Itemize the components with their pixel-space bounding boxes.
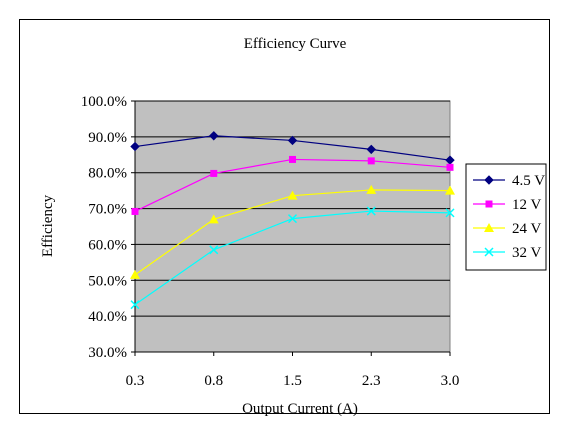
- data-point: [287, 135, 298, 146]
- y-tick-labels: 30.0% 40.0% 50.0% 60.0% 70.0% 80.0% 90.0% 100.0…: [81, 94, 127, 361]
- y-tick-label: 80.0%: [88, 166, 127, 182]
- data-point: [366, 184, 377, 194]
- x-axis-label: Output Current (A): [242, 401, 358, 417]
- y-tick-label: 90.0%: [88, 130, 127, 146]
- series-2: [130, 184, 455, 279]
- x-tick-label: 3.0: [441, 373, 460, 389]
- data-point: [210, 169, 218, 177]
- legend-marker: [484, 247, 494, 257]
- data-point: [445, 185, 455, 195]
- legend-label: 24 V: [512, 221, 541, 237]
- data-point: [289, 155, 296, 163]
- x-tick-labels: 0.3 0.8 1.5 2.3 3.0: [126, 373, 460, 389]
- x-tick-label: 1.5: [283, 373, 302, 389]
- y-tick-label: 30.0%: [88, 345, 127, 361]
- y-tick-label: 60.0%: [88, 237, 127, 253]
- x-tick-label: 2.3: [362, 373, 381, 389]
- data-point: [130, 269, 140, 279]
- y-tick-label: 50.0%: [88, 273, 127, 289]
- data-point: [367, 157, 375, 165]
- series-0: [130, 131, 455, 165]
- chart-title: Efficiency Curve: [244, 36, 347, 52]
- data-point: [209, 245, 219, 255]
- x-tick-label: 0.3: [126, 373, 145, 389]
- legend: 4.5 V 12 V 24 V 32 V: [465, 163, 547, 271]
- series-group: [130, 131, 455, 310]
- legend-label: 4.5 V: [512, 173, 545, 189]
- legend-marker: [484, 223, 494, 232]
- series-1: [131, 155, 454, 215]
- data-point: [130, 300, 140, 310]
- data-point: [366, 144, 376, 155]
- data-point: [445, 208, 455, 218]
- legend-marker: [485, 200, 493, 208]
- data-point: [287, 214, 298, 224]
- data-point: [208, 214, 219, 224]
- legend-label: 12 V: [512, 197, 541, 213]
- data-point: [130, 141, 140, 152]
- y-tick-label: 100.0%: [81, 94, 127, 110]
- data-point: [209, 131, 219, 141]
- series-3: [130, 206, 455, 310]
- y-axis-label: Efficiency: [40, 194, 56, 257]
- legend-label: 32 V: [512, 245, 541, 261]
- data-point: [446, 163, 454, 171]
- data-point: [131, 207, 139, 215]
- y-tick-label: 40.0%: [88, 309, 127, 325]
- data-point: [366, 206, 376, 216]
- x-tick-label: 0.8: [204, 373, 223, 389]
- legend-marker: [484, 175, 494, 185]
- y-tick-label: 70.0%: [88, 202, 127, 218]
- data-point: [287, 190, 298, 200]
